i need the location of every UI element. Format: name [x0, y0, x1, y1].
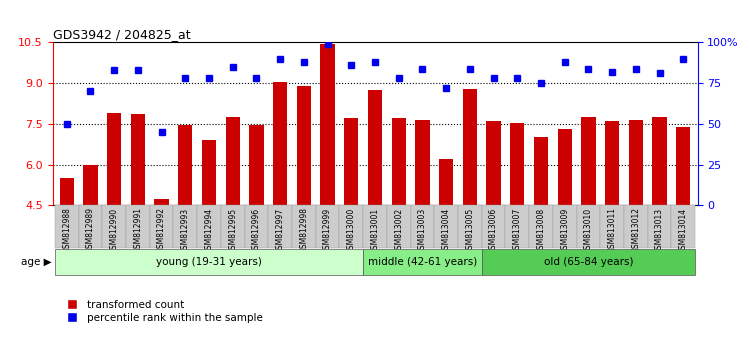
- Bar: [244, 205, 268, 248]
- Text: GSM813005: GSM813005: [465, 207, 474, 254]
- Bar: [79, 205, 102, 248]
- Bar: [648, 205, 671, 248]
- Text: GSM812995: GSM812995: [228, 207, 237, 253]
- Text: GDS3942 / 204825_at: GDS3942 / 204825_at: [53, 28, 190, 41]
- Bar: [197, 205, 220, 248]
- Bar: [83, 165, 98, 205]
- Text: age ▶: age ▶: [22, 257, 52, 267]
- Bar: [410, 205, 434, 248]
- Bar: [434, 205, 458, 248]
- Bar: [553, 205, 577, 248]
- Text: GSM813006: GSM813006: [489, 207, 498, 254]
- Text: GSM813000: GSM813000: [346, 207, 355, 254]
- Bar: [316, 205, 340, 248]
- Text: GSM812992: GSM812992: [157, 207, 166, 253]
- Bar: [416, 120, 430, 205]
- Bar: [273, 82, 287, 205]
- Bar: [581, 117, 596, 205]
- Text: GSM812991: GSM812991: [134, 207, 142, 253]
- Bar: [676, 127, 691, 205]
- Text: GSM812988: GSM812988: [62, 207, 71, 253]
- Text: GSM812993: GSM812993: [181, 207, 190, 253]
- Bar: [249, 125, 263, 205]
- Text: GSM813001: GSM813001: [370, 207, 380, 253]
- Bar: [392, 119, 406, 205]
- Bar: [510, 122, 524, 205]
- Bar: [102, 205, 126, 248]
- Text: GSM813007: GSM813007: [513, 207, 522, 254]
- Bar: [173, 205, 197, 248]
- Text: GSM813010: GSM813010: [584, 207, 593, 253]
- Bar: [55, 205, 79, 248]
- Bar: [320, 44, 334, 205]
- Bar: [387, 205, 410, 248]
- Text: GSM813003: GSM813003: [418, 207, 427, 254]
- Text: GSM813013: GSM813013: [655, 207, 664, 253]
- Bar: [220, 205, 245, 248]
- Bar: [458, 205, 482, 248]
- Bar: [340, 205, 363, 248]
- Bar: [600, 205, 624, 248]
- Bar: [530, 205, 553, 248]
- Bar: [671, 205, 695, 248]
- Bar: [344, 119, 358, 205]
- Text: GSM813002: GSM813002: [394, 207, 404, 253]
- Text: GSM813008: GSM813008: [536, 207, 545, 253]
- Bar: [150, 205, 173, 248]
- Bar: [628, 120, 643, 205]
- Bar: [202, 140, 216, 205]
- Bar: [297, 86, 311, 205]
- Text: GSM812989: GSM812989: [86, 207, 95, 253]
- Bar: [652, 117, 667, 205]
- Bar: [439, 159, 453, 205]
- Text: GSM812999: GSM812999: [323, 207, 332, 253]
- Bar: [463, 88, 477, 205]
- Text: GSM812996: GSM812996: [252, 207, 261, 253]
- Text: GSM813009: GSM813009: [560, 207, 569, 254]
- Text: GSM812998: GSM812998: [299, 207, 308, 253]
- Bar: [363, 205, 387, 248]
- Bar: [506, 205, 530, 248]
- Bar: [55, 249, 363, 275]
- Bar: [624, 205, 648, 248]
- Bar: [605, 121, 619, 205]
- Bar: [482, 249, 695, 275]
- Text: GSM813004: GSM813004: [442, 207, 451, 254]
- Bar: [534, 137, 548, 205]
- Text: GSM813014: GSM813014: [679, 207, 688, 253]
- Text: young (19-31 years): young (19-31 years): [156, 257, 262, 267]
- Bar: [130, 114, 145, 205]
- Text: GSM812990: GSM812990: [110, 207, 118, 253]
- Text: GSM813012: GSM813012: [632, 207, 640, 253]
- Bar: [126, 205, 150, 248]
- Bar: [368, 90, 382, 205]
- Bar: [557, 129, 572, 205]
- Bar: [226, 117, 240, 205]
- Text: old (65-84 years): old (65-84 years): [544, 257, 633, 267]
- Bar: [154, 199, 169, 205]
- Bar: [268, 205, 292, 248]
- Bar: [178, 125, 193, 205]
- Bar: [107, 113, 122, 205]
- Legend: transformed count, percentile rank within the sample: transformed count, percentile rank withi…: [58, 296, 267, 327]
- Text: middle (42-61 years): middle (42-61 years): [368, 257, 477, 267]
- Text: GSM813011: GSM813011: [608, 207, 616, 253]
- Bar: [482, 205, 506, 248]
- Bar: [577, 205, 600, 248]
- Bar: [59, 178, 74, 205]
- Bar: [363, 249, 482, 275]
- Text: GSM812994: GSM812994: [205, 207, 214, 253]
- Text: GSM812997: GSM812997: [276, 207, 285, 253]
- Bar: [292, 205, 316, 248]
- Bar: [487, 121, 501, 205]
